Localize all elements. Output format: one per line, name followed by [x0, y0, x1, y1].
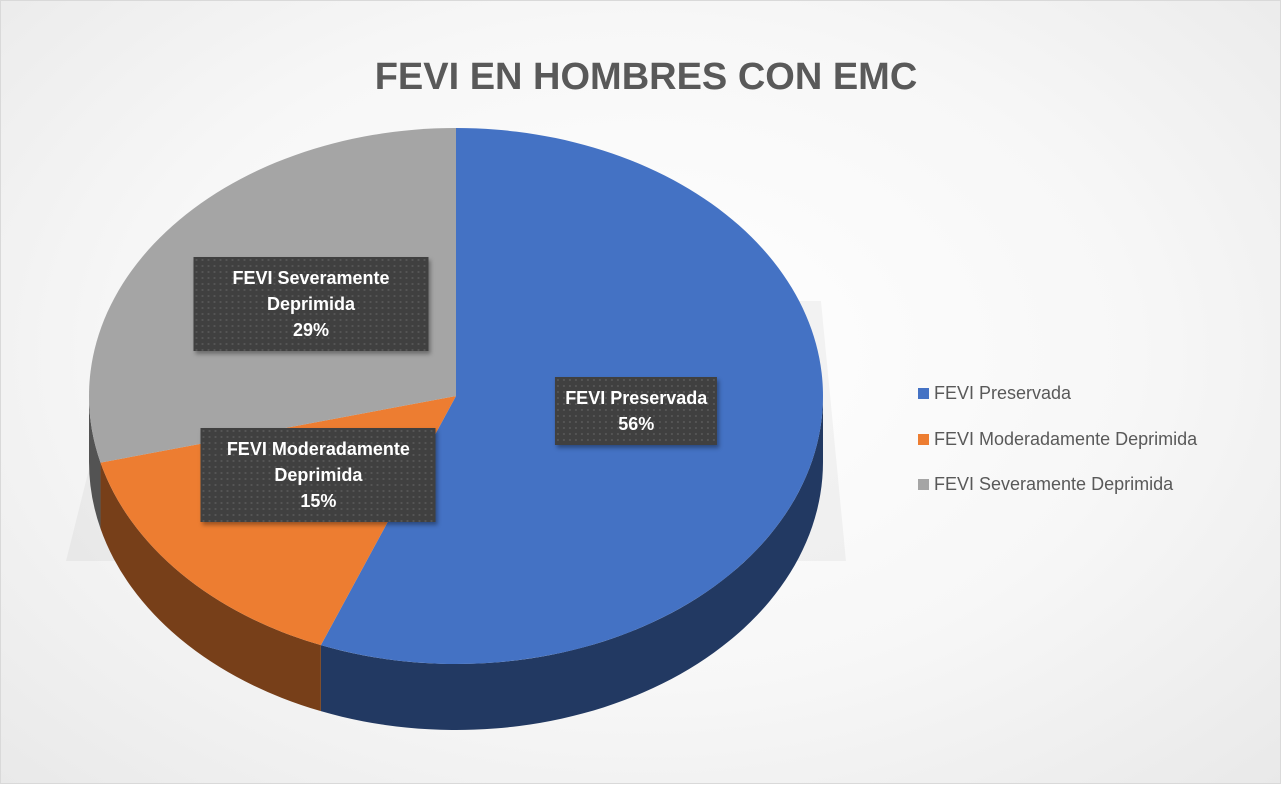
legend-label: FEVI Moderadamente Deprimida: [934, 428, 1198, 449]
legend-entry: FEVI Preservada: [918, 383, 1071, 404]
data-label-value: 15%: [300, 490, 337, 511]
data-label: FEVI Severamente Deprimida 29%: [193, 256, 429, 351]
legend-entry: FEVI Severamente Deprimida: [918, 474, 1173, 495]
data-label-value: 56%: [618, 414, 655, 435]
legend-swatch: [918, 388, 929, 399]
chart-title: FEVI EN HOMBRES CON EMC: [375, 56, 918, 98]
data-label-value: 29%: [292, 319, 330, 340]
pie-slice-side: [320, 396, 823, 731]
legend-swatch: [918, 479, 929, 490]
data-label-name: FEVI Moderadamente Deprimida: [226, 438, 410, 485]
pie-slice-side: [89, 396, 101, 529]
data-label: FEVI Moderadamente Deprimida 15%: [200, 427, 436, 522]
data-label-name: FEVI Severamente Deprimida: [232, 267, 390, 314]
legend-label: FEVI Preservada: [934, 383, 1072, 403]
data-label: FEVI Preservada 56%: [555, 377, 718, 446]
legend-swatch: [918, 433, 929, 445]
pie-slice-side: [100, 462, 321, 712]
legend-entry: FEVI Moderadamente Deprimida: [918, 429, 1197, 450]
legend-label: FEVI Severamente Deprimida: [934, 474, 1174, 494]
data-label-name: FEVI Preservada: [565, 388, 708, 409]
